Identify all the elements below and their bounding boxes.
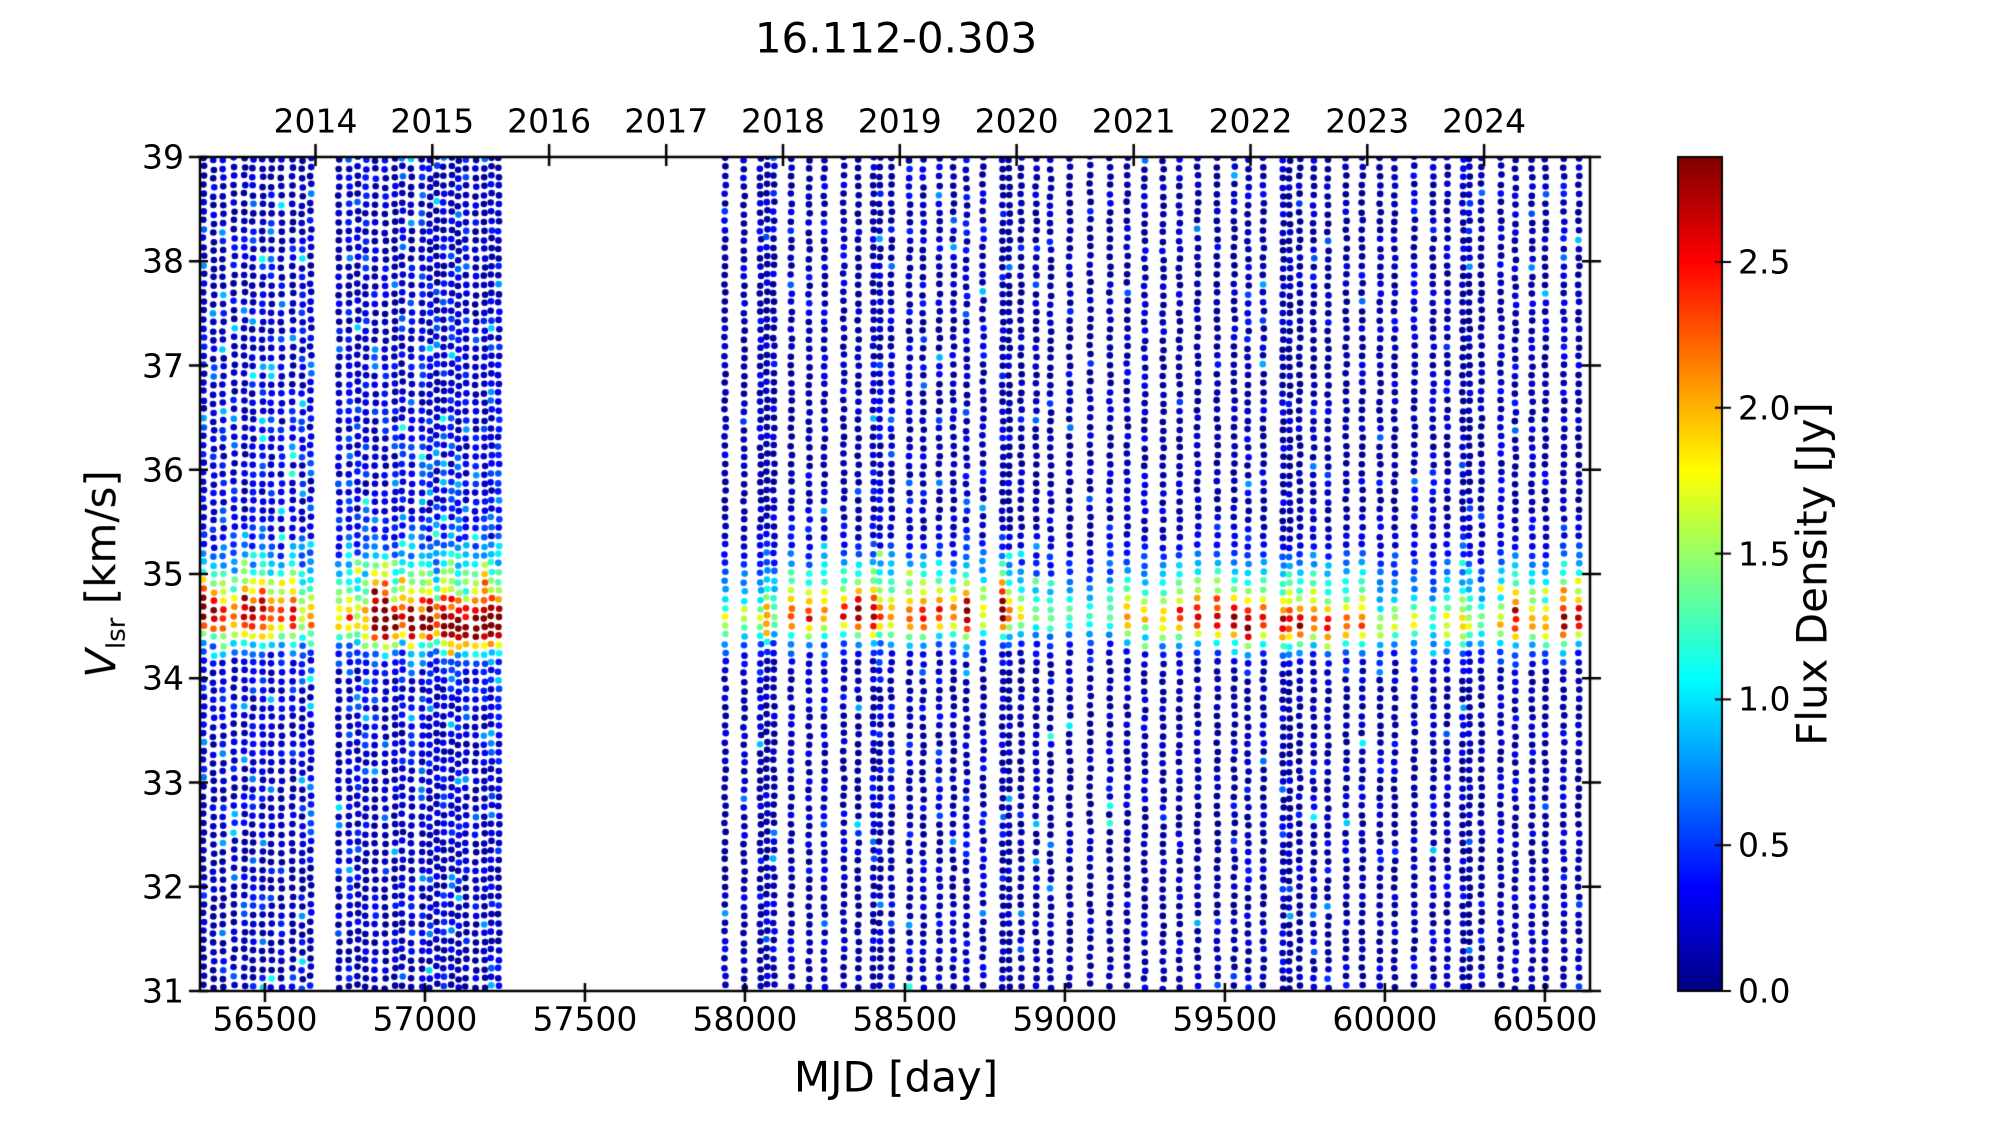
top-year-tick-label: 2016 [507,101,592,141]
top-year-tick-label: 2022 [1208,101,1293,141]
x-tick-label: 58000 [692,999,798,1039]
top-year-tick-label: 2014 [273,101,358,141]
top-year-tick-label: 2020 [974,101,1059,141]
plot-title: 16.112-0.303 [754,13,1038,63]
top-year-tick-label: 2018 [741,101,825,141]
y-axis-label-variable: V [76,649,126,678]
x-tick-label: 56500 [212,999,318,1039]
colorbar-tick-label: 2.5 [1738,242,1791,282]
y-tick-label: 38 [142,241,184,281]
top-year-tick-label: 2019 [857,101,942,141]
y-tick-label: 35 [142,554,184,594]
x-tick-label: 57500 [532,999,638,1039]
colorbar-tick-label: 0.0 [1738,971,1791,1011]
x-tick-label: 60500 [1492,999,1598,1039]
top-year-tick-label: 2024 [1442,101,1527,141]
colorbar-label: Flux Density [Jy] [1787,402,1837,746]
colorbar-tick-label: 1.0 [1738,679,1791,719]
x-tick-label: 59000 [1012,999,1118,1039]
colorbar-tick-label: 2.0 [1738,388,1791,428]
y-tick-label: 33 [142,763,184,802]
colorbar-tick-label: 1.5 [1738,534,1791,574]
y-tick-label: 34 [142,658,184,698]
top-year-tick-label: 2021 [1091,101,1176,141]
x-tick-label: 60000 [1332,999,1438,1039]
x-tick-label: 59500 [1172,999,1278,1039]
y-axis-label-unit: [km/s] [76,470,126,618]
top-year-tick-label: 2017 [624,101,709,141]
colorbar-tick-label: 0.5 [1738,825,1791,865]
y-axis-label-subscript: lsr [101,617,132,650]
y-tick-label: 32 [142,867,184,907]
y-tick-label: 36 [142,450,184,490]
top-year-tick-label: 2015 [390,101,475,141]
x-axis-label: MJD [day] [793,1052,999,1102]
y-tick-label: 39 [142,137,184,177]
y-axis-label: Vlsr [km/s] [76,470,131,678]
x-tick-label: 57000 [372,999,478,1039]
y-tick-label: 37 [142,346,184,385]
y-tick-label: 31 [142,971,184,1011]
top-year-tick-label: 2023 [1325,101,1410,141]
x-tick-label: 58500 [852,999,958,1039]
